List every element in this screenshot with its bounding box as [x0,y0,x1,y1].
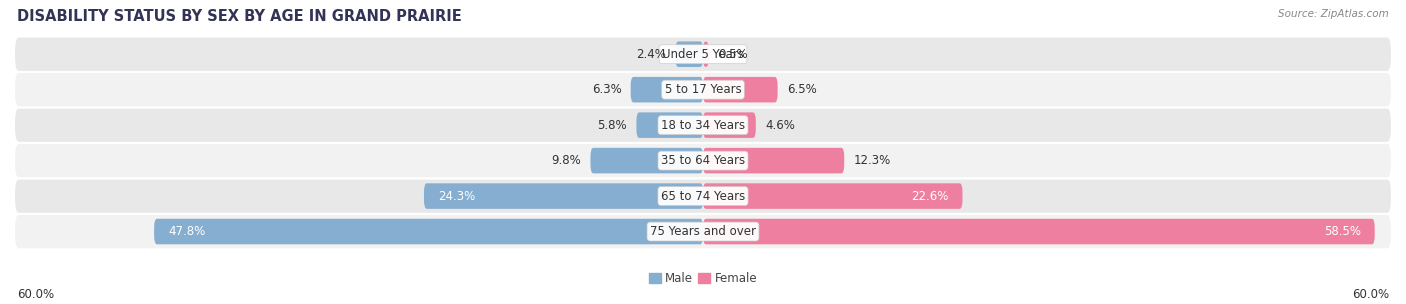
FancyBboxPatch shape [425,183,703,209]
Text: 9.8%: 9.8% [551,154,581,167]
Text: 24.3%: 24.3% [437,190,475,202]
Text: DISABILITY STATUS BY SEX BY AGE IN GRAND PRAIRIE: DISABILITY STATUS BY SEX BY AGE IN GRAND… [17,9,461,24]
FancyBboxPatch shape [703,148,844,173]
Text: 2.4%: 2.4% [637,48,666,61]
FancyBboxPatch shape [675,41,703,67]
FancyBboxPatch shape [14,107,1392,143]
FancyBboxPatch shape [14,72,1392,107]
Text: 47.8%: 47.8% [167,225,205,238]
FancyBboxPatch shape [703,77,778,102]
FancyBboxPatch shape [14,214,1392,249]
FancyBboxPatch shape [14,178,1392,214]
FancyBboxPatch shape [703,41,709,67]
Text: Under 5 Years: Under 5 Years [662,48,744,61]
Text: 6.3%: 6.3% [592,83,621,96]
FancyBboxPatch shape [631,77,703,102]
FancyBboxPatch shape [703,112,756,138]
Text: 60.0%: 60.0% [1353,288,1389,301]
FancyBboxPatch shape [14,36,1392,72]
Text: 6.5%: 6.5% [787,83,817,96]
FancyBboxPatch shape [155,219,703,244]
Text: 35 to 64 Years: 35 to 64 Years [661,154,745,167]
Text: 5 to 17 Years: 5 to 17 Years [665,83,741,96]
Text: 75 Years and over: 75 Years and over [650,225,756,238]
FancyBboxPatch shape [14,143,1392,178]
Text: Source: ZipAtlas.com: Source: ZipAtlas.com [1278,9,1389,19]
Text: 12.3%: 12.3% [853,154,890,167]
Text: 22.6%: 22.6% [911,190,949,202]
FancyBboxPatch shape [637,112,703,138]
Text: 4.6%: 4.6% [765,119,794,132]
Legend: Male, Female: Male, Female [644,268,762,290]
Text: 5.8%: 5.8% [598,119,627,132]
FancyBboxPatch shape [703,183,963,209]
Text: 65 to 74 Years: 65 to 74 Years [661,190,745,202]
Text: 58.5%: 58.5% [1324,225,1361,238]
Text: 18 to 34 Years: 18 to 34 Years [661,119,745,132]
FancyBboxPatch shape [703,219,1375,244]
FancyBboxPatch shape [591,148,703,173]
Text: 60.0%: 60.0% [17,288,53,301]
Text: 0.5%: 0.5% [718,48,748,61]
